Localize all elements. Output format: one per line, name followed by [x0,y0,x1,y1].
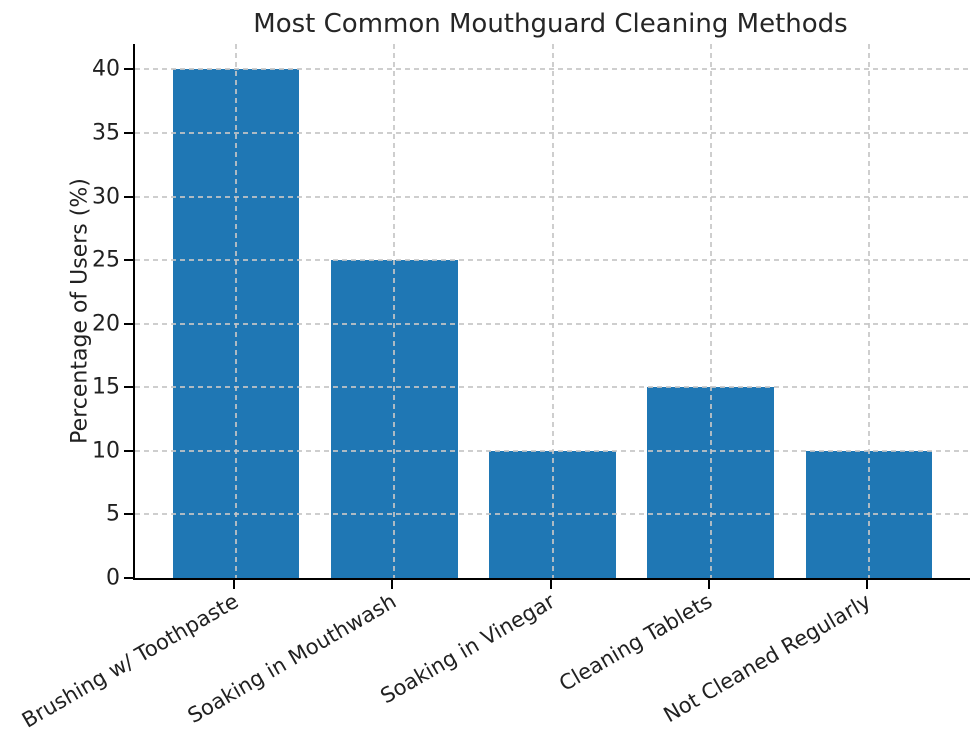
v-gridline [235,44,238,578]
x-tick-mark [707,580,710,589]
y-tick-mark [124,322,133,325]
y-tick-mark [124,513,133,516]
x-tick-mark [865,580,868,589]
y-tick-mark [124,386,133,389]
y-tick-label: 25 [92,247,120,273]
v-gridline [551,44,554,578]
plot-area [133,44,970,580]
y-axis-label: Percentage of Users (%) [67,178,93,444]
x-tick-mark [549,580,552,589]
y-tick-label: 0 [106,565,120,591]
x-tick-label: Cleaning Tablets [555,589,717,696]
v-gridline [867,44,870,578]
y-tick-mark [124,132,133,134]
y-tick-label: 40 [92,56,120,82]
y-tick-mark [124,195,133,198]
y-tick-mark [124,68,133,71]
v-gridline [709,44,712,578]
y-tick-mark [124,259,133,262]
chart-title: Most Common Mouthguard Cleaning Methods [253,9,848,39]
y-tick-label: 30 [92,184,120,210]
y-tick-mark [124,577,133,579]
y-tick-label: 15 [92,374,120,400]
y-tick-label: 5 [106,501,120,527]
x-tick-label: Soaking in Vinegar [375,589,559,709]
y-tick-label: 10 [92,438,120,464]
v-gridline [393,44,396,578]
x-tick-mark [233,580,236,589]
y-tick-mark [124,449,133,452]
y-tick-label: 35 [92,120,120,146]
y-tick-label: 20 [92,311,120,337]
x-tick-mark [391,580,394,589]
